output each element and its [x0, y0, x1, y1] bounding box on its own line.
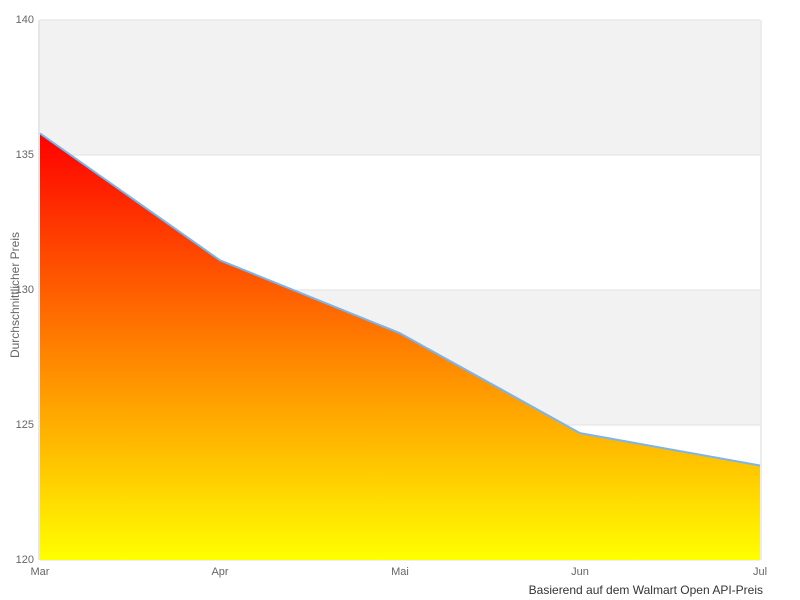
y-axis-title: Durchschnittlicher Preis	[8, 231, 22, 359]
y-tick-label: 120	[15, 554, 34, 566]
y-tick-label: 130	[15, 284, 34, 296]
y-tick-label: 135	[15, 149, 34, 161]
x-tick-label: Mai	[391, 566, 409, 578]
x-tick-label: Jun	[571, 566, 589, 578]
chart-caption: Basierend auf dem Walmart Open API-Preis	[528, 583, 763, 597]
y-tick-label: 125	[15, 419, 34, 431]
x-tick-label: Mar	[30, 566, 50, 578]
series-line	[39, 132, 761, 467]
area-fill	[40, 133, 760, 560]
x-tick-label: Apr	[211, 566, 229, 578]
y-tick-label: 140	[15, 14, 34, 26]
plot-band	[40, 20, 760, 155]
x-tick-label: Jul	[752, 566, 768, 578]
